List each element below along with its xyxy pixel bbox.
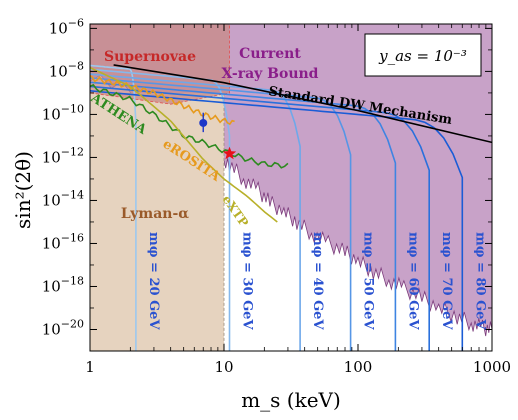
x-tick-label: 1000 <box>473 358 511 376</box>
marker-circle <box>199 118 208 127</box>
mass-label-3: mφ = 40 GeV <box>310 232 325 330</box>
x-tick-label: 1 <box>85 358 95 376</box>
supernovae-label: Supernovae <box>104 49 196 65</box>
y-axis-title: sin²(2θ) <box>11 151 35 229</box>
y-tick-label: 10−20 <box>42 317 84 338</box>
mass-curve-6 <box>90 85 430 351</box>
xray-label-line2: X-ray Bound <box>222 66 319 82</box>
y-tick-label: 10−14 <box>42 188 84 209</box>
mass-label-5: mφ = 60 GeV <box>405 232 420 330</box>
x-tick-label: 10 <box>214 358 233 376</box>
y-tick-label: 10−16 <box>42 231 84 252</box>
mass-label-4: mφ = 50 GeV <box>361 232 376 330</box>
lyman-alpha-label: Lyman-α <box>121 206 189 222</box>
experiment-curves <box>90 66 289 223</box>
mass-curve-3 <box>90 73 301 351</box>
y-tick-label: 10−6 <box>49 16 84 37</box>
coupling-label: y_as = 10⁻³ <box>378 47 467 65</box>
y-tick-label: 10−18 <box>42 274 84 295</box>
mass-curve-4 <box>90 77 352 351</box>
mass-label-2: mφ = 30 GeV <box>240 232 255 330</box>
curve-athena <box>90 83 289 169</box>
mass-curve-1 <box>90 64 137 351</box>
markers <box>199 112 237 160</box>
mass-labels: mφ = 20 GeV mφ = 30 GeV mφ = 40 GeV mφ = 50… <box>146 232 487 330</box>
y-tick-label: 10−8 <box>49 59 84 80</box>
standard-dw-curve <box>113 64 492 144</box>
mass-curves <box>90 64 464 351</box>
curve-extp <box>90 66 278 223</box>
xray-label-line1: Current <box>239 46 301 62</box>
mass-curve-5 <box>90 81 397 351</box>
y-tick-label: 10−10 <box>42 102 84 123</box>
mass-label-6: mφ = 70 GeV <box>439 232 454 330</box>
marker-star <box>222 146 237 160</box>
x-axis-title: m_s (keV) <box>241 388 341 412</box>
y-tick-label: 10−12 <box>42 145 84 166</box>
mass-label-1: mφ = 20 GeV <box>146 232 161 330</box>
lyman-alpha-region <box>90 92 224 351</box>
plot-frame <box>89 23 493 352</box>
coupling-box <box>364 33 482 77</box>
axis-ticks: 1 10 100 1000 10−6 10−8 10−10 10−12 10−14 10−16 10… <box>42 16 511 376</box>
mass-curve-7 <box>90 90 464 351</box>
x-tick-label: 100 <box>344 358 373 376</box>
mass-label-7: mφ = 80 GeV <box>472 232 487 330</box>
curve-erosita <box>90 75 235 126</box>
